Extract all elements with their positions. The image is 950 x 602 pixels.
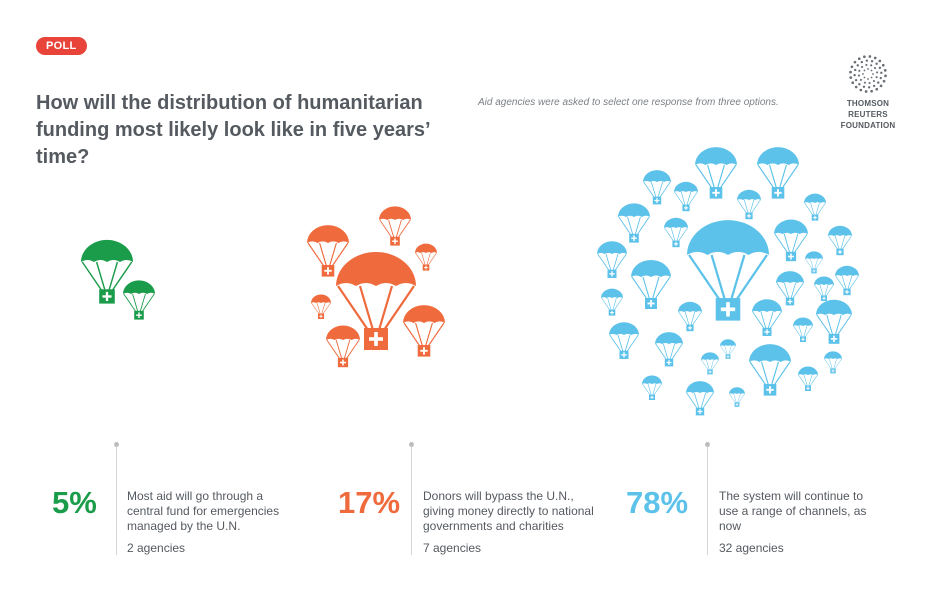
stat-percent: 78% [626,485,689,520]
parachute-aid-crate-icon [631,260,671,309]
parachute-aid-crate-icon [643,170,671,205]
parachute-aid-crate-icon [824,351,842,374]
parachute-aid-crate-icon [379,206,411,246]
parachute-aid-crate-icon [655,332,683,367]
parachute-aid-crate-icon [336,252,416,350]
logo-line-2: FOUNDATION [840,121,896,130]
stat-central-fund: 5% Most aid will go through a central fu… [52,442,322,555]
parachute-aid-crate-icon [601,288,623,316]
parachute-aid-crate-icon [618,203,650,243]
parachute-aid-crate-icon [664,217,688,248]
parachute-aid-crate-icon [816,299,852,344]
parachute-aid-crate-icon [835,265,859,296]
stat-percent: 5% [52,485,97,520]
stat-description: Donors will bypass the U.N., giving mone… [423,489,594,533]
parachute-aid-crate-icon [814,276,834,301]
stat-percent: 17% [338,485,401,520]
parachute-aid-crate-icon [415,243,437,271]
parachute-aid-crate-icon [720,339,736,359]
parachute-aid-crate-icon [752,299,782,336]
stat-agency-count: 2 agencies [127,541,186,555]
parachute-aid-crate-icon [307,225,349,277]
parachute-aid-crate-icon [701,352,719,375]
parachute-aid-crate-icon [793,317,813,342]
parachute-aid-crate-icon [326,325,360,368]
parachute-aid-crate-icon [311,294,331,319]
parachute-aid-crate-icon [729,387,745,407]
divider-dot [114,442,119,447]
divider-dot [705,442,710,447]
stat-description: Most aid will go through a central fund … [127,489,280,533]
survey-note: Aid agencies were asked to select one re… [478,97,779,108]
stat-bypass-un: 17% Donors will bypass the U.N., giving … [338,442,608,555]
stat-description: The system will continue to use a range … [719,489,867,533]
radial-dots-logo-icon [849,55,887,93]
parachute-aid-crate-icon [805,251,823,274]
parachute-aid-crate-icon [737,189,761,220]
parachute-aid-crate-icon [695,147,737,199]
parachute-aid-crate-icon [678,301,702,332]
parachute-aid-crate-icon [597,241,627,278]
parachute-aid-crate-icon [757,147,799,199]
poll-badge: POLL [36,37,87,55]
parachute-aid-crate-icon [776,271,804,306]
divider-dot [409,442,414,447]
parachute-aid-crate-icon [749,344,791,396]
divider-line [116,445,117,555]
parachute-aid-crate-icon [81,239,133,304]
stat-agency-count: 7 agencies [423,541,482,555]
parachute-aid-crate-icon [774,219,808,262]
parachute-aid-crate-icon [123,280,155,320]
parachute-aid-crate-icon [403,305,445,357]
parachute-aid-crate-icon [686,381,714,416]
parachute-aid-crate-icon [828,225,852,256]
parachute-aid-crate-icon [609,322,639,359]
stat-range-of-channels: 78% The system will continue to use a ra… [626,442,896,555]
thomson-reuters-foundation-logo: THOMSON REUTERS FOUNDATION [828,55,908,131]
parachute-aid-crate-icon [642,375,662,400]
divider-line [411,445,412,555]
parachute-aid-crate-icon [674,181,698,212]
parachute-aid-crate-icon [798,366,818,391]
page-title: How will the distribution of humanitaria… [36,92,430,168]
parachute-aid-crate-icon [687,220,769,321]
divider-line [707,445,708,555]
parachute-aid-crate-icon [804,193,826,221]
stat-agency-count: 32 agencies [719,541,784,555]
logo-line-1: THOMSON REUTERS [846,99,890,119]
parachute-pictogram [81,147,859,416]
